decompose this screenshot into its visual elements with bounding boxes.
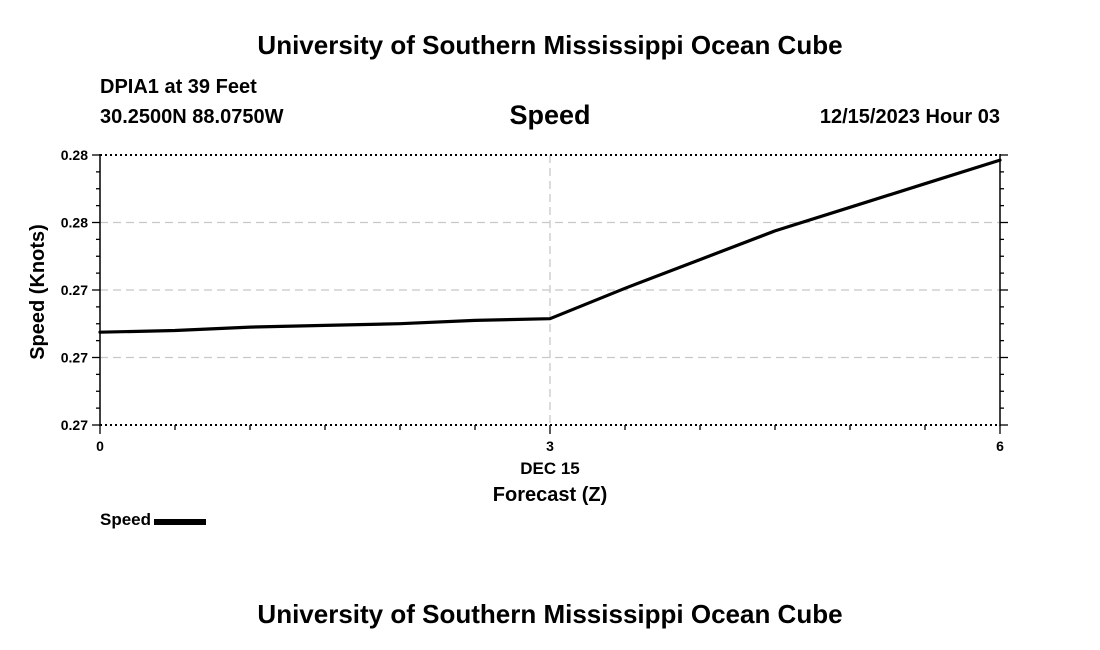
footer-title: University of Southern Mississippi Ocean… [257,599,843,629]
x-tick-label: 0 [96,438,104,454]
y-tick-label: 0.27 [61,417,88,433]
speed-data-point [923,182,927,185]
x-tick-label: 6 [996,438,1004,454]
y-tick-label: 0.28 [61,215,88,231]
series-layer [98,158,1002,334]
speed-data-point [548,317,552,320]
speed-data-point [623,287,627,290]
x-tick-label: 3 [546,438,554,454]
speed-data-point [173,329,177,332]
station-coordinates: 30.2500N 88.0750W [100,106,284,128]
y-tick-label: 0.27 [61,350,88,366]
y-tick-label: 0.28 [61,147,88,163]
legend: Speed [100,510,207,530]
station-label: DPIA1 at 39 Feet [100,76,257,98]
speed-data-point [698,258,702,261]
speed-data-point [773,229,777,233]
x-axis-title: Forecast (Z) [493,484,607,506]
y-axis-title: Speed (Knots) [27,224,49,360]
y-tick-label: 0.27 [61,282,88,298]
forecast-datetime: 12/15/2023 Hour 03 [819,106,1000,128]
speed-data-point [998,158,1002,162]
axes [92,154,1008,434]
x-date-label: DEC 15 [520,459,580,478]
chart-title: Speed [509,100,591,130]
grid-lines [100,155,1000,425]
speed-data-point [848,206,852,209]
legend-line-swatch [154,518,207,525]
legend-label: Speed [100,510,152,529]
speed-data-point [98,330,102,334]
speed-data-point [323,324,327,327]
axis-labels: 0.27 0.27 0.27 0.28 0.28 0 3 6 DEC 15 Forecast (Z… [27,147,1004,506]
speed-data-point [248,325,252,329]
page-title: University of Southern Mississippi Ocean… [257,30,843,60]
speed-data-point [398,322,402,325]
speed-data-point [473,319,477,322]
